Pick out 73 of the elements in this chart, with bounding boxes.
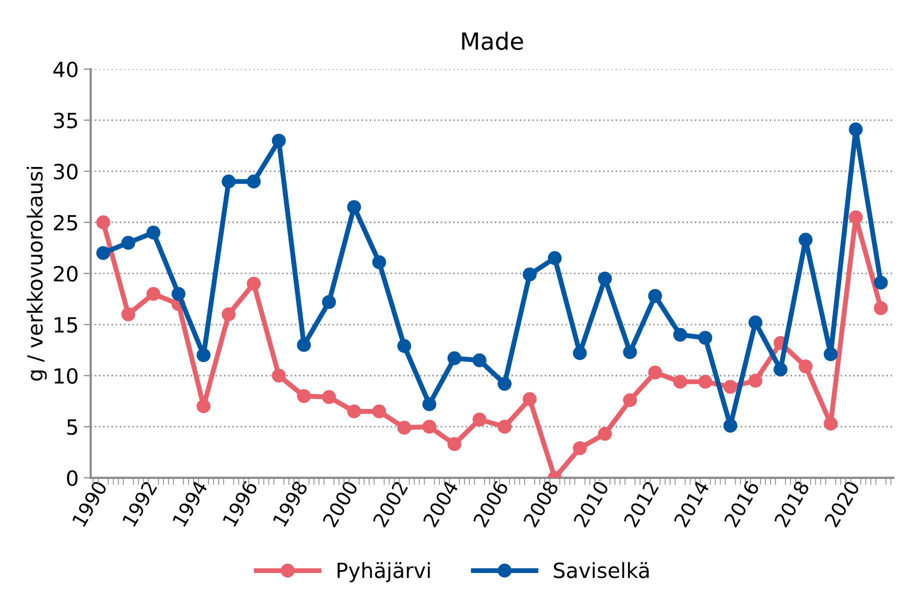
point	[397, 339, 412, 353]
point	[222, 307, 236, 322]
point	[447, 351, 462, 366]
point	[447, 437, 462, 452]
point	[548, 251, 562, 266]
point	[522, 392, 537, 406]
point	[623, 345, 637, 360]
point	[347, 200, 362, 214]
point	[146, 286, 160, 301]
point	[874, 301, 888, 316]
point	[748, 316, 762, 330]
legend-label: Saviselkä	[554, 562, 649, 578]
point	[748, 374, 762, 388]
y-tick-label: 5	[67, 419, 78, 435]
point	[347, 404, 362, 418]
point	[121, 236, 136, 250]
y-axis-title: g / verkkovuorokausi	[26, 167, 47, 381]
point	[472, 412, 486, 427]
point	[698, 330, 712, 345]
point	[146, 226, 160, 240]
point	[222, 174, 236, 188]
point	[698, 374, 712, 389]
point	[673, 328, 688, 342]
y-tick-label: 20	[54, 266, 78, 282]
point	[246, 174, 261, 188]
point	[798, 232, 813, 247]
point	[422, 420, 436, 434]
point	[673, 374, 688, 389]
point	[723, 418, 738, 433]
point	[196, 348, 211, 362]
point	[723, 380, 738, 394]
point	[572, 441, 587, 456]
point	[96, 246, 110, 260]
legend-label: Pyhäjärvi	[338, 562, 430, 582]
point	[522, 268, 537, 282]
point	[372, 404, 386, 418]
point	[96, 215, 110, 230]
y-tick-label: 40	[53, 62, 78, 78]
point	[272, 134, 286, 148]
point	[422, 397, 436, 412]
point	[498, 376, 512, 391]
point	[774, 362, 788, 376]
point	[397, 420, 412, 435]
point	[472, 353, 486, 368]
point	[572, 346, 587, 360]
point	[648, 288, 662, 303]
y-tick-label: 30	[54, 164, 78, 180]
point	[874, 276, 888, 290]
y-tick-label: 25	[54, 214, 78, 231]
point	[322, 295, 336, 310]
point	[648, 366, 662, 380]
point	[322, 390, 336, 404]
point	[623, 393, 637, 408]
point	[824, 416, 838, 431]
point	[196, 399, 211, 414]
point	[798, 359, 813, 374]
point	[598, 272, 612, 286]
y-tick-label: 15	[54, 317, 78, 333]
y-tick-label: 35	[54, 112, 78, 128]
point	[121, 307, 136, 322]
chart-title: Made	[462, 32, 523, 50]
point	[172, 286, 186, 301]
point	[498, 420, 512, 434]
point	[246, 276, 261, 291]
point	[598, 426, 612, 441]
point	[296, 338, 311, 352]
point	[824, 347, 838, 362]
point	[372, 255, 386, 270]
point	[272, 368, 286, 383]
point	[296, 389, 311, 404]
y-tick-label: 10	[54, 368, 78, 384]
point	[848, 122, 863, 136]
point	[848, 210, 863, 224]
